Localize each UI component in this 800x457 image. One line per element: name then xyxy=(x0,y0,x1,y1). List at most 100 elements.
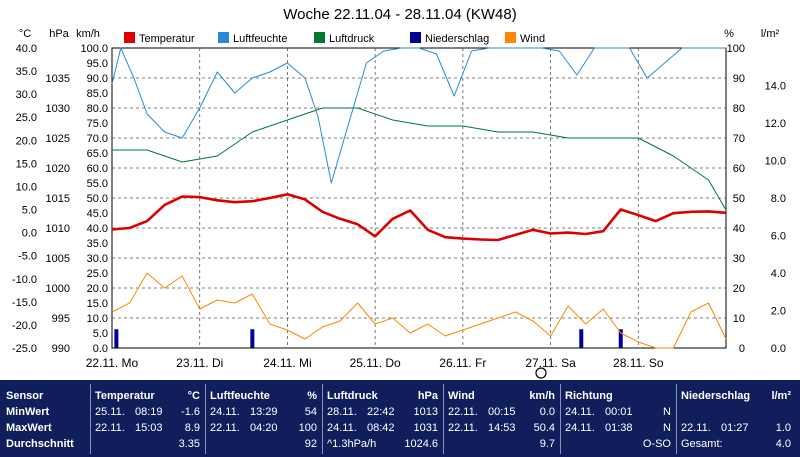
stats-unit: km/h xyxy=(529,390,555,402)
stats-date: 22.11. xyxy=(681,422,711,434)
stats-header-row: Luftfeuchte% xyxy=(206,388,323,404)
stats-value: N xyxy=(663,422,671,434)
stats-row: 22.11. 14:53 50.4 xyxy=(444,420,561,436)
stats-time: 00:01 xyxy=(605,406,633,418)
temperature-tick-label: -20.0 xyxy=(12,320,37,332)
humidity-tick-label: 50 xyxy=(733,193,745,205)
stats-row: 22.11. 01:27 1.0 xyxy=(677,420,797,436)
temperature-tick-label: 30.0 xyxy=(16,89,37,101)
chart-grid xyxy=(111,47,727,349)
temperature-tick-label: -15.0 xyxy=(12,297,37,309)
stats-time: 00:15 xyxy=(488,406,516,418)
stats-row: ^1.3hPa/h 1024.6 xyxy=(323,436,444,452)
precip-bar xyxy=(250,329,255,348)
x-tick-label: 22.11. Mo xyxy=(86,356,139,370)
stats-header-row: Temperatur °C xyxy=(91,388,206,404)
stats-header-row: Wind km/h xyxy=(444,388,561,404)
wind-tick-label: 90.0 xyxy=(87,73,108,85)
legend-swatch xyxy=(505,32,516,43)
pressure-tick-label: 1015 xyxy=(46,193,70,205)
stats-value: 100 xyxy=(298,422,317,434)
temperature-tick-label: 40.0 xyxy=(16,43,37,55)
temperature-tick-label: -25.0 xyxy=(12,343,37,355)
stats-wind: Wind km/h 22.11. 00:15 0.0 22.11. 14:53 50.4 9.7 xyxy=(443,384,561,454)
humidity-tick-label: 60 xyxy=(733,163,745,175)
pressure-tick-label: 1035 xyxy=(46,73,70,85)
legend-swatch xyxy=(218,32,229,43)
stats-row: 24.11. 00:01 N xyxy=(561,404,677,420)
stats-header: Temperatur xyxy=(95,390,155,402)
temperature-tick-label: 0.0 xyxy=(22,228,37,240)
wind-tick-label: 100.0 xyxy=(80,43,108,55)
stats-panel: Sensor MinWert MaxWert Durchschnitt Temp… xyxy=(0,380,800,457)
stats-value: 1013 xyxy=(413,406,438,418)
row-label-min: MinWert xyxy=(6,406,50,418)
weather-chart: 22.11. Mo 23.11. Di 24.11. Mi 25.11. Do 26.1… xyxy=(12,6,786,379)
temperature-tick-label: -10.0 xyxy=(12,274,37,286)
humidity-tick-label: 70 xyxy=(733,133,745,145)
humidity-tick-label: 100 xyxy=(727,43,745,55)
temperature-unit-label: °C xyxy=(19,28,31,40)
stats-row: 25.11. 08:19 -1.6 xyxy=(91,404,206,420)
pressure-tick-label: 1005 xyxy=(46,253,70,265)
stats-niederschlag: Niederschlag l/m² 22.11. 01:27 1.0 Gesamt: 4.0 xyxy=(676,384,797,454)
stats-unit: °C xyxy=(187,390,200,402)
stats-header: Luftdruck xyxy=(327,390,378,402)
stats-value: -1.6 xyxy=(181,406,200,418)
stats-header-row: Richtung xyxy=(561,388,677,404)
wind-tick-label: 50.0 xyxy=(87,193,108,205)
cursor-circle-icon xyxy=(535,367,547,379)
stats-value: 4.0 xyxy=(775,438,791,450)
legend-item-luftfeuchte: Luftfeuchte xyxy=(218,32,287,45)
temperature-tick-label: 10.0 xyxy=(16,181,37,193)
legend-item-temperatur: Temperatur xyxy=(124,32,195,45)
stats-date: 22.11. xyxy=(448,406,478,418)
stats-value: 1024.6 xyxy=(404,438,438,450)
stats-header: Wind xyxy=(448,390,475,402)
stats-time: 04:20 xyxy=(250,422,278,434)
stats-row: 28.11. 22:42 1013 xyxy=(323,404,444,420)
stats-date: 24.11. xyxy=(327,422,357,434)
stats-time: 22:42 xyxy=(367,406,395,418)
precipitation-tick-label: 4.0 xyxy=(771,268,786,280)
temperature-tick-label: 20.0 xyxy=(16,135,37,147)
temperature-tick-label: 15.0 xyxy=(16,158,37,170)
stats-luftdruck: Luftdruck hPa 28.11. 22:42 1013 24.11. 08:42 10… xyxy=(322,384,444,454)
stats-sensor: Sensor MinWert MaxWert Durchschnitt xyxy=(4,384,90,454)
stats-header-row: Niederschlag l/m² xyxy=(677,388,797,404)
pressure-unit-label: hPa xyxy=(49,28,69,40)
legend-swatch xyxy=(124,32,135,43)
stats-time: 08:42 xyxy=(367,422,395,434)
temperature-tick-label: 5.0 xyxy=(22,205,37,217)
stats-row: O-SO xyxy=(561,436,677,452)
stats-unit: l/m² xyxy=(771,390,791,402)
series-line-temperatur xyxy=(111,193,727,242)
precipitation-tick-label: 0.0 xyxy=(771,343,786,355)
series-line-luftdruck xyxy=(112,107,727,211)
pressure-tick-label: 1025 xyxy=(46,133,70,145)
wind-tick-label: 60.0 xyxy=(87,163,108,175)
stats-richtung: Richtung 24.11. 00:01 N 24.11. 01:38 N O-SO xyxy=(560,384,677,454)
legend-label: Luftfeuchte xyxy=(233,33,287,45)
stats-header: Niederschlag xyxy=(681,390,751,402)
wind-tick-label: 10.0 xyxy=(87,313,108,325)
sensor-header: Sensor xyxy=(6,390,44,402)
precip-bar xyxy=(618,329,623,348)
stats-time: 15:03 xyxy=(135,422,163,434)
wind-unit-label: km/h xyxy=(76,28,100,40)
row-label-max: MaxWert xyxy=(6,422,52,434)
stats-unit: hPa xyxy=(417,390,438,402)
chart-legend: Temperatur Luftfeuchte Luftdruck Niederschl… xyxy=(124,32,545,45)
legend-label: Niederschlag xyxy=(425,33,489,45)
pressure-tick-label: 1030 xyxy=(46,103,70,115)
stats-time: 14:53 xyxy=(488,422,516,434)
stats-row: 9.7 xyxy=(444,436,561,452)
stats-value: 50.4 xyxy=(533,422,555,434)
legend-item-niederschlag: Niederschlag xyxy=(410,32,489,45)
x-tick-label: 28.11. So xyxy=(613,356,664,370)
stats-luftfeuchte: Luftfeuchte% 24.11. 13:29 54 22.11. 04:20 100 9… xyxy=(205,384,323,454)
stats-date: 22.11. xyxy=(448,422,478,434)
stats-row: 24.11. 13:29 54 xyxy=(206,404,323,420)
precipitation-tick-label: 8.0 xyxy=(771,193,786,205)
stats-header: Richtung xyxy=(565,390,613,402)
